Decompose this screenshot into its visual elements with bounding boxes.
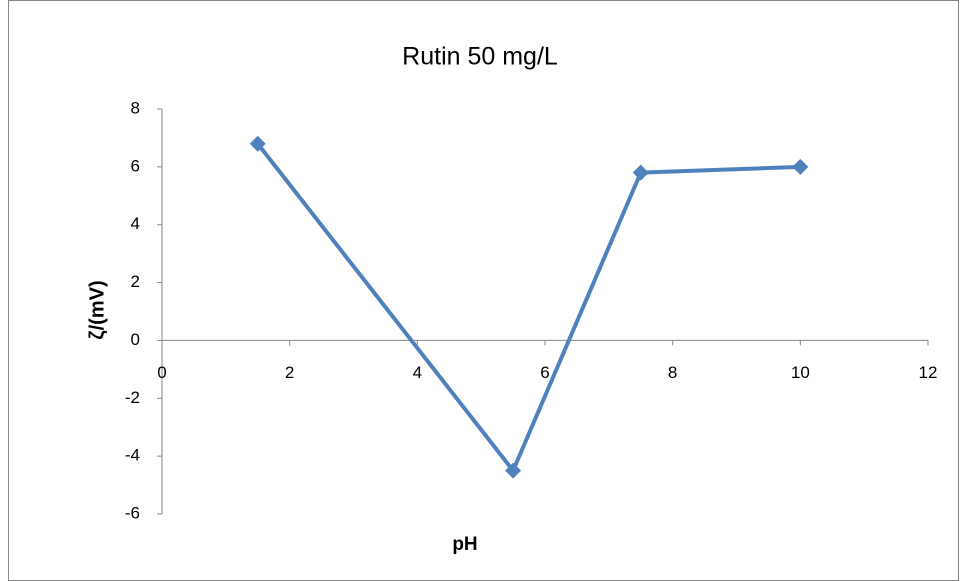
y-tick-label: 0: [131, 330, 140, 349]
y-axis-label: ζ/(mV): [86, 280, 108, 339]
x-tick-label: 10: [791, 363, 810, 382]
y-tick-label: 8: [131, 98, 140, 117]
y-tick-label: -6: [125, 503, 140, 522]
data-point: [249, 135, 266, 152]
x-tick-label: 6: [540, 363, 549, 382]
chart-title: Rutin 50 mg/L: [402, 43, 558, 71]
x-tick-label: 8: [668, 363, 677, 382]
data-point: [505, 462, 522, 479]
data-point: [792, 158, 809, 175]
x-axis-label: pH: [452, 534, 477, 555]
y-tick-label: 2: [131, 272, 140, 291]
data-point: [632, 164, 649, 181]
x-tick-label: 12: [919, 363, 938, 382]
y-tick-label: 4: [131, 214, 140, 233]
series-line: [256, 142, 801, 473]
y-tick-label: 6: [131, 156, 140, 175]
y-tick-label: -4: [125, 446, 140, 465]
x-tick-label: 0: [157, 363, 166, 382]
x-tick-label: 4: [413, 363, 422, 382]
y-tick-label: -2: [125, 388, 140, 407]
x-tick-label: 2: [285, 363, 294, 382]
chart-frame: [8, 0, 959, 581]
